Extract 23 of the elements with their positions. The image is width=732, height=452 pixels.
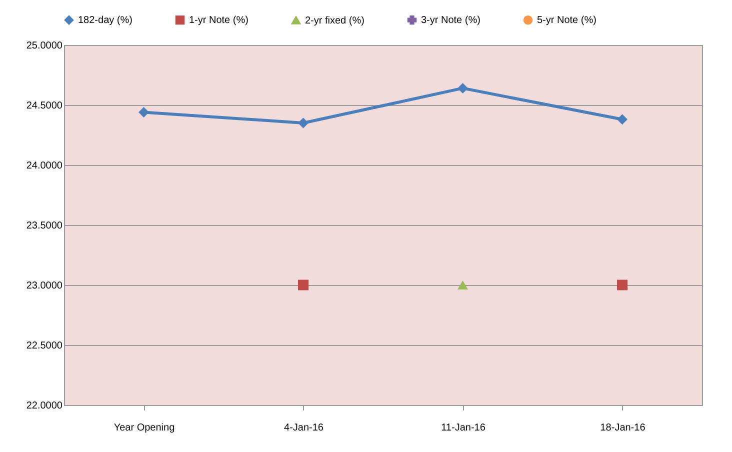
y-tick-label: 24.5000: [26, 100, 63, 112]
y-tick-label: 22.5000: [26, 340, 63, 352]
y-tick-label: 23.5000: [26, 220, 63, 232]
point: [458, 280, 468, 290]
legend-label: 3-yr Note (%): [421, 15, 480, 26]
point: [138, 106, 149, 118]
legend-label: 5-yr Note (%): [537, 15, 596, 26]
y-tick-label: 24.0000: [26, 160, 63, 172]
legend-label: 1-yr Note (%): [189, 15, 248, 26]
legend-label: 2-yr fixed (%): [305, 15, 364, 26]
point: [617, 114, 628, 125]
point: [298, 280, 308, 290]
x-tick-label: 4-Jan-16: [284, 422, 324, 434]
point: [298, 118, 308, 128]
x-tick-label: Year Opening: [114, 422, 175, 434]
x-tick-label: 18-Jan-16: [600, 422, 646, 434]
point: [458, 82, 468, 94]
y-tick-label: 23.0000: [26, 280, 63, 292]
point: [617, 280, 628, 290]
x-tick-label: 11-Jan-16: [441, 422, 486, 434]
legend-label: 182-day (%): [78, 15, 132, 26]
y-tick-label: 25.0000: [26, 40, 63, 52]
y-tick-label: 22.0000: [26, 400, 63, 412]
